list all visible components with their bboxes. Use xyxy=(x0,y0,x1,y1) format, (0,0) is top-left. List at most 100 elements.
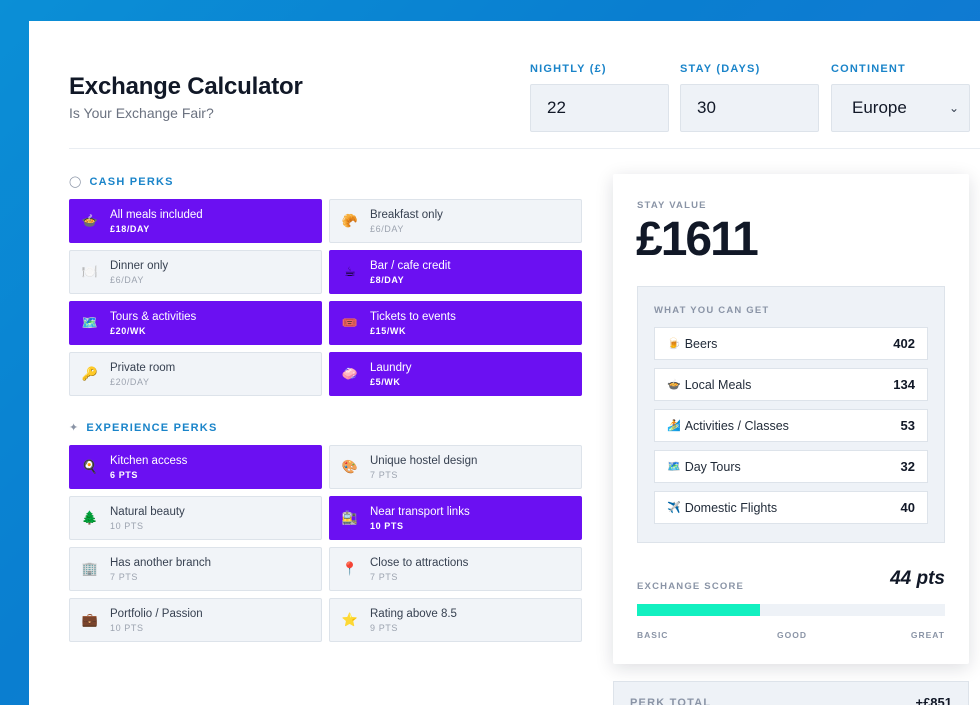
scale-great: GREAT xyxy=(910,630,945,640)
calculator-card: Exchange Calculator Is Your Exchange Fai… xyxy=(29,21,980,705)
cash-perks-heading: ◯ CASH PERKS xyxy=(69,175,174,189)
get-item-row: 🗺️ Day Tours 32 xyxy=(654,450,928,483)
perk-name: Kitchen access xyxy=(110,454,188,467)
perk-value: £18/DAY xyxy=(110,223,150,234)
chevron-down-icon: ⌄ xyxy=(948,101,959,115)
get-item-name: 🏄 Activities / Classes xyxy=(667,418,789,433)
score-bar xyxy=(637,604,945,616)
perk-name: Has another branch xyxy=(110,556,212,569)
perk-icon: 🌲 xyxy=(81,510,99,525)
nightly-label: NIGHTLY (£) xyxy=(530,63,607,75)
experience-perk-option[interactable]: 🚉 Near transport links 10 PTS xyxy=(329,496,582,540)
continent-label: CONTINENT xyxy=(831,63,906,75)
cash-perk-option[interactable]: 🍲 All meals included £18/DAY xyxy=(69,199,322,243)
perk-icon: 🍳 xyxy=(81,459,99,474)
get-item-row: ✈️ Domestic Flights 40 xyxy=(654,491,928,524)
perk-icon: 🗺️ xyxy=(81,315,99,330)
perk-icon: 🥐 xyxy=(341,213,359,228)
score-bar-fill xyxy=(637,604,761,616)
sparkles-icon: ✦ xyxy=(69,422,80,434)
get-item-count: 32 xyxy=(900,459,915,474)
stay-value: £1611 xyxy=(636,213,759,266)
perk-value: 9 PTS xyxy=(370,622,399,633)
get-item-icon: 🏄 xyxy=(667,420,681,432)
continent-value: Europe xyxy=(852,98,907,117)
get-item-row: 🏄 Activities / Classes 53 xyxy=(654,409,928,442)
get-item-count: 53 xyxy=(900,418,915,433)
what-you-can-get-box: WHAT YOU CAN GET 🍺 Beers 402 🍲 Local Meals 13… xyxy=(637,286,945,543)
perk-value: 7 PTS xyxy=(370,571,399,582)
perk-value: £8/DAY xyxy=(370,274,405,285)
scale-basic: BASIC xyxy=(637,630,669,640)
perk-value: £6/DAY xyxy=(110,274,144,285)
perk-value: £5/WK xyxy=(370,376,401,387)
perk-name: Breakfast only xyxy=(370,208,443,221)
perk-icon: 🔑 xyxy=(81,366,99,381)
perk-value: £20/WK xyxy=(110,325,147,336)
stay-value-label: STAY VALUE xyxy=(637,200,707,211)
perk-name: Tickets to events xyxy=(370,310,456,323)
experience-perk-option[interactable]: 🎨 Unique hostel design 7 PTS xyxy=(329,445,582,489)
experience-perk-option[interactable]: 📍 Close to attractions 7 PTS xyxy=(329,547,582,591)
cash-perk-option[interactable]: 🧼 Laundry £5/WK xyxy=(329,352,582,396)
page-subtitle: Is Your Exchange Fair? xyxy=(69,105,214,121)
get-item-icon: ✈️ xyxy=(667,502,681,514)
get-item-name: 🗺️ Day Tours xyxy=(667,459,741,474)
exchange-score-label: EXCHANGE SCORE xyxy=(637,581,745,592)
perk-total-bar: PERK TOTAL +£851 xyxy=(613,681,969,705)
perk-value: 10 PTS xyxy=(110,520,144,531)
get-item-count: 40 xyxy=(900,500,915,515)
perk-value: 10 PTS xyxy=(110,622,144,633)
perk-name: Rating above 8.5 xyxy=(370,607,457,620)
perk-value: 7 PTS xyxy=(110,571,139,582)
exchange-score-value: 44 pts xyxy=(890,568,945,589)
perk-name: All meals included xyxy=(110,208,203,221)
cash-perk-option[interactable]: 🎟️ Tickets to events £15/WK xyxy=(329,301,582,345)
perk-icon: 🚉 xyxy=(341,510,359,525)
perk-icon: ☕ xyxy=(344,264,356,279)
stay-input[interactable]: 30 xyxy=(680,84,819,132)
get-item-count: 134 xyxy=(893,377,915,392)
what-you-can-get-label: WHAT YOU CAN GET xyxy=(654,305,770,316)
perk-name: Near transport links xyxy=(370,505,470,518)
continent-select[interactable]: Europe ⌄ xyxy=(831,84,970,132)
cash-perk-option[interactable]: 🥐 Breakfast only £6/DAY xyxy=(329,199,582,243)
cash-perk-option[interactable]: 🗺️ Tours & activities £20/WK xyxy=(69,301,322,345)
cash-perk-option[interactable]: 🔑 Private room £20/DAY xyxy=(69,352,322,396)
perk-icon: 🍽️ xyxy=(81,264,99,279)
perk-icon: 🧼 xyxy=(341,366,359,381)
nightly-input[interactable]: 22 xyxy=(530,84,669,132)
get-item-icon: 🍺 xyxy=(667,338,681,350)
experience-perk-option[interactable]: ⭐ Rating above 8.5 9 PTS xyxy=(329,598,582,642)
perk-value: 10 PTS xyxy=(370,520,404,531)
perk-name: Unique hostel design xyxy=(370,454,478,467)
perk-name: Tours & activities xyxy=(110,310,197,323)
cash-perk-option[interactable]: ☕ Bar / cafe credit £8/DAY xyxy=(329,250,582,294)
get-item-row: 🍲 Local Meals 134 xyxy=(654,368,928,401)
perk-value: £20/DAY xyxy=(110,376,150,387)
perk-name: Laundry xyxy=(370,361,412,374)
header-divider xyxy=(69,148,980,149)
experience-perk-option[interactable]: 🌲 Natural beauty 10 PTS xyxy=(69,496,322,540)
stay-label: STAY (DAYS) xyxy=(680,63,761,75)
experience-perk-option[interactable]: 🏢 Has another branch 7 PTS xyxy=(69,547,322,591)
perk-icon: 🍲 xyxy=(81,213,99,228)
perk-icon: 📍 xyxy=(341,561,359,576)
get-item-icon: 🍲 xyxy=(667,379,681,391)
perk-name: Bar / cafe credit xyxy=(370,259,451,272)
experience-perk-option[interactable]: 💼 Portfolio / Passion 10 PTS xyxy=(69,598,322,642)
summary-panel: STAY VALUE £1611 WHAT YOU CAN GET 🍺 Beers… xyxy=(613,174,969,664)
perk-icon: 💼 xyxy=(81,612,99,627)
get-item-count: 402 xyxy=(893,336,915,351)
piggy-bank-icon: ◯ xyxy=(69,176,83,188)
perk-value: 7 PTS xyxy=(370,469,399,480)
perk-icon: 🎨 xyxy=(341,459,359,474)
perk-value: £15/WK xyxy=(370,325,407,336)
get-item-name: 🍺 Beers xyxy=(667,336,718,351)
experience-perk-option[interactable]: 🍳 Kitchen access 6 PTS xyxy=(69,445,322,489)
perk-name: Close to attractions xyxy=(370,556,469,569)
cash-perk-option[interactable]: 🍽️ Dinner only £6/DAY xyxy=(69,250,322,294)
perk-name: Dinner only xyxy=(110,259,169,272)
perk-name: Portfolio / Passion xyxy=(110,607,203,620)
perk-icon: 🏢 xyxy=(81,561,99,576)
